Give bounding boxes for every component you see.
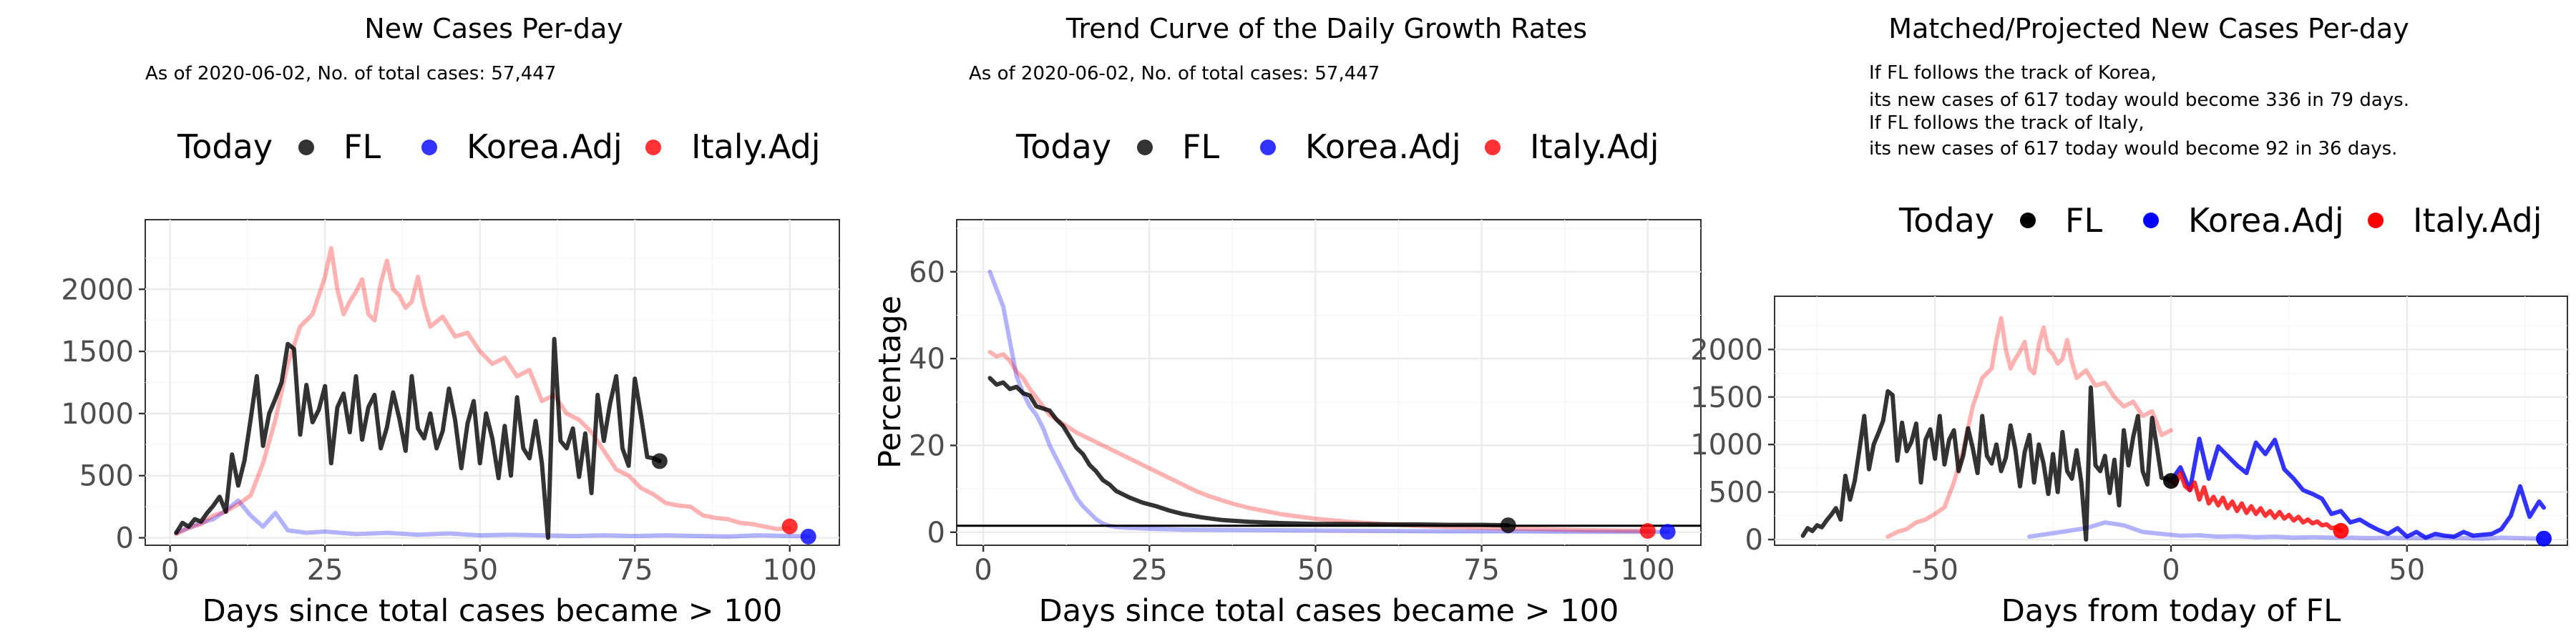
legend-fl-swatch — [298, 140, 314, 155]
y-tick-label: 1500 — [61, 336, 134, 369]
series-line-italy-adj-projected — [2169, 471, 2343, 533]
legend-korea-label: Korea.Adj — [467, 127, 623, 166]
series-line-fl — [174, 336, 662, 540]
x-tick-label: 75 — [1463, 554, 1500, 587]
y-tick-label: 1000 — [61, 398, 134, 431]
chart-panel-3: Matched/Projected New Cases Per-day If F… — [1690, 13, 2568, 629]
chart-panel-1: New Cases Per-day As of 2020-06-02, No. … — [61, 13, 840, 629]
legend-fl-swatch — [1137, 140, 1153, 155]
today-point-italy-adj — [1639, 522, 1656, 539]
series-line-italy-adj — [174, 245, 792, 537]
y-tick-label: 0 — [116, 522, 134, 555]
legend-italy-label: Italy.Adj — [1530, 127, 1659, 166]
chart-title: Matched/Projected New Cases Per-day — [1888, 13, 2409, 44]
plot-contents — [957, 220, 1701, 545]
y-tick-label: 0 — [927, 517, 945, 550]
y-tick-label: 500 — [79, 460, 134, 493]
plot-contents — [145, 220, 839, 545]
legend: Today FL Korea.Adj Italy.Adj — [1898, 201, 2542, 240]
x-tick-label: 50 — [2389, 554, 2425, 587]
x-tick-label: 0 — [2162, 554, 2180, 587]
chart-title: Trend Curve of the Daily Growth Rates — [1065, 13, 1587, 44]
x-tick-label: 50 — [462, 554, 498, 587]
chart-subtitle: As of 2020-06-02, No. of total cases: 57… — [969, 63, 1380, 84]
series-line-korea-adj — [174, 498, 811, 539]
today-point-italy-adj — [781, 518, 798, 535]
legend-korea-swatch — [1260, 140, 1276, 155]
chart-title: New Cases Per-day — [364, 13, 623, 44]
legend-korea-label: Korea.Adj — [1305, 127, 1461, 166]
y-tick-label: 2000 — [61, 273, 134, 306]
x-tick-label: 0 — [974, 554, 992, 587]
legend-title: Today — [177, 127, 273, 166]
today-point-korea-adj — [1659, 524, 1676, 540]
legend-title: Today — [1898, 201, 1994, 240]
chart-subtitle: As of 2020-06-02, No. of total cases: 57… — [145, 63, 556, 84]
y-tick-label: 60 — [909, 256, 945, 289]
chart-panel-2: Trend Curve of the Daily Growth Rates As… — [872, 13, 1702, 629]
today-point-italy-adj — [2333, 522, 2349, 539]
x-tick-label: 0 — [161, 554, 179, 587]
x-axis-label: Days since total cases became > 100 — [1039, 593, 1619, 629]
y-tick-label: 1000 — [1690, 429, 1763, 462]
legend-fl-label: FL — [343, 127, 381, 166]
y-tick-label: 1500 — [1690, 381, 1763, 414]
chart-subtitle-line-3: If FL follows the track of Italy, — [1869, 112, 2145, 134]
legend-italy-swatch — [2368, 213, 2384, 228]
legend: Today FL Korea.Adj Italy.Adj — [177, 127, 821, 166]
legend-italy-label: Italy.Adj — [691, 127, 821, 166]
x-tick-label: 50 — [1297, 554, 1334, 587]
legend-fl-label: FL — [1182, 127, 1219, 166]
plot-area: 0 25 50 75 100 0 20 40 60 — [909, 219, 1702, 587]
legend-italy-swatch — [1485, 140, 1501, 155]
y-tick-label: 40 — [909, 343, 945, 376]
x-axis-label: Days since total cases became > 100 — [203, 593, 783, 629]
x-tick-label: 75 — [617, 554, 653, 587]
x-tick-label: 25 — [307, 554, 343, 587]
legend-korea-swatch — [421, 140, 437, 155]
today-point-korea-adj — [800, 528, 816, 545]
legend-korea-label: Korea.Adj — [2188, 201, 2344, 240]
x-tick-label: -50 — [1912, 554, 1958, 587]
x-axis-label: Days from today of FL — [2001, 593, 2341, 629]
today-point-fl — [651, 453, 668, 469]
series-line-fl — [1800, 385, 2173, 542]
x-tick-label: 25 — [1131, 554, 1168, 587]
legend-fl-label: FL — [2065, 201, 2102, 240]
series-line-korea-adj-projected — [2169, 436, 2546, 540]
plot-contents — [1775, 296, 2567, 547]
today-point-fl — [1500, 517, 1516, 534]
x-tick-label: 100 — [1621, 554, 1675, 587]
series-line-italy-adj — [1885, 316, 2173, 539]
legend-fl-swatch — [2020, 213, 2036, 228]
panel-border — [956, 219, 1702, 546]
y-tick-label: 2000 — [1690, 333, 1763, 366]
y-axis-label: Percentage — [872, 296, 908, 469]
chart-subtitle-line-4: its new cases of 617 today would become … — [1869, 138, 2397, 160]
legend-italy-label: Italy.Adj — [2413, 201, 2542, 240]
y-tick-label: 500 — [1709, 477, 1763, 509]
legend-italy-swatch — [645, 140, 661, 155]
chart-subtitle-line-1: If FL follows the track of Korea, — [1869, 62, 2157, 84]
legend-korea-swatch — [2143, 213, 2159, 228]
today-point-korea-adj — [2536, 530, 2552, 547]
x-tick-label: 100 — [763, 554, 817, 587]
legend: Today FL Korea.Adj Italy.Adj — [1015, 127, 1659, 166]
y-tick-label: 20 — [909, 429, 945, 462]
legend-title: Today — [1015, 127, 1111, 166]
y-tick-label: 0 — [1745, 524, 1763, 557]
series-line-fl — [987, 376, 1511, 528]
series-line-italy-adj — [987, 350, 1650, 533]
today-point-fl — [2163, 473, 2179, 489]
chart-subtitle-line-2: its new cases of 617 today would become … — [1869, 89, 2409, 111]
